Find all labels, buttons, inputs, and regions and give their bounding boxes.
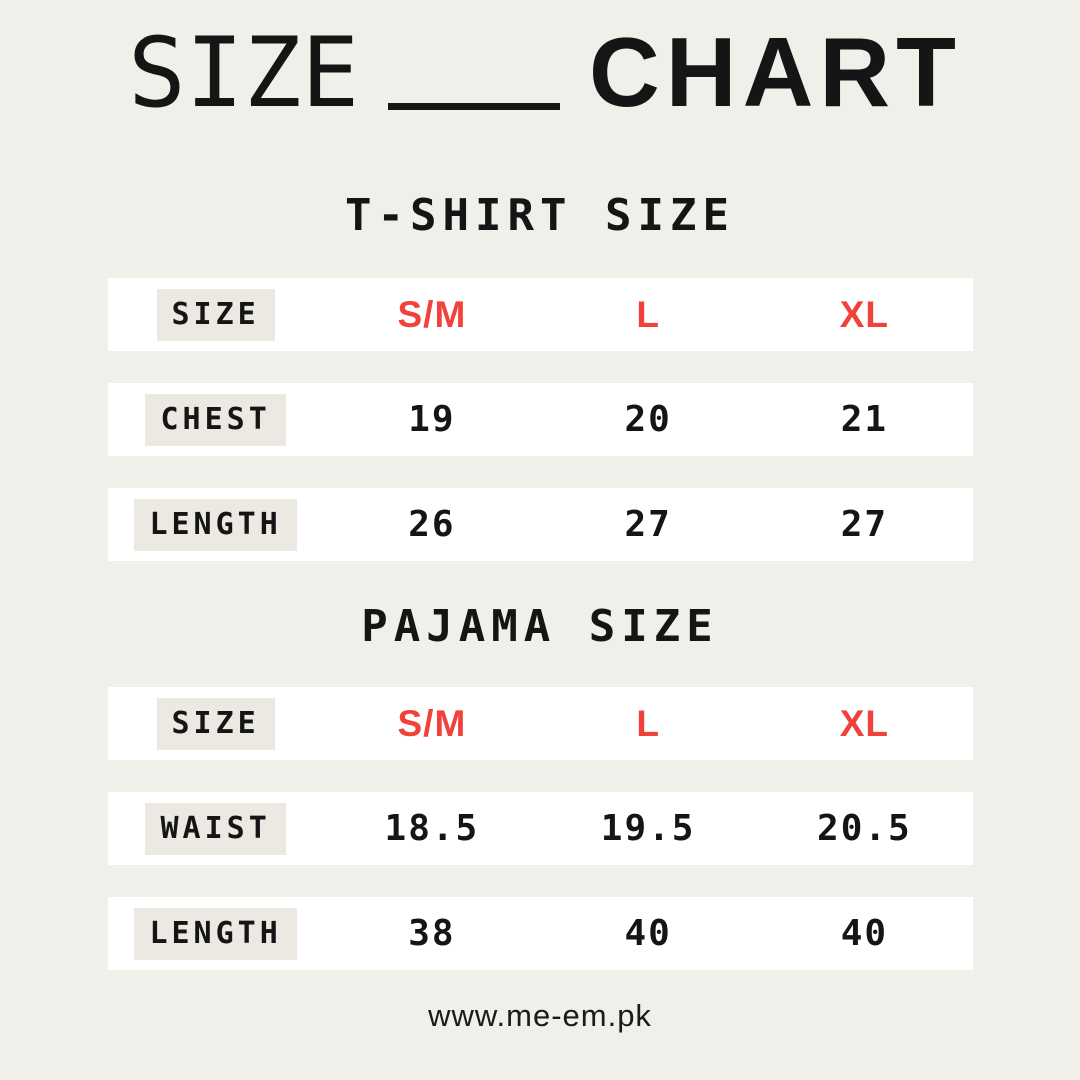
- row-label: LENGTH: [134, 907, 297, 960]
- measurement-value: 26: [408, 504, 456, 545]
- size-value: S/M: [397, 702, 467, 744]
- measurement-value: 27: [840, 504, 889, 545]
- pajama-section-heading: PAJAMA SIZE: [361, 601, 719, 652]
- measurement-value: 38: [408, 913, 456, 954]
- table-row: SIZE S/M L XL: [107, 687, 973, 760]
- pajama-size-table: SIZE S/M L XL WAIST 18.5 19.5 20.5 LENGT…: [107, 687, 973, 970]
- table-row: LENGTH 38 40 40: [107, 897, 973, 970]
- tshirt-section-heading: T-SHIRT SIZE: [345, 190, 735, 241]
- title-underscore-line: [388, 103, 561, 110]
- row-label: WAIST: [145, 802, 286, 855]
- page-title: SIZE CHART: [128, 0, 962, 129]
- measurement-value: 19.5: [600, 808, 696, 849]
- tshirt-size-table: SIZE S/M L XL CHEST 19 20 21 LENGTH 26 2…: [107, 278, 973, 561]
- measurement-value: 27: [624, 504, 672, 545]
- title-word-size: SIZE: [128, 17, 360, 129]
- row-label: LENGTH: [134, 498, 297, 551]
- measurement-value: 20: [624, 399, 672, 440]
- title-word-chart: CHART: [589, 17, 962, 127]
- table-row: WAIST 18.5 19.5 20.5: [107, 792, 973, 865]
- measurement-value: 19: [408, 399, 456, 440]
- measurement-value: 20.5: [817, 808, 912, 849]
- size-value: L: [636, 702, 660, 744]
- row-label: SIZE: [156, 288, 275, 341]
- table-row: CHEST 19 20 21: [107, 383, 973, 456]
- measurement-value: 18.5: [384, 808, 480, 849]
- size-value: XL: [839, 702, 890, 744]
- measurement-value: 40: [840, 913, 889, 954]
- row-label: CHEST: [145, 393, 286, 446]
- size-value: S/M: [397, 293, 467, 335]
- table-row: SIZE S/M L XL: [107, 278, 973, 351]
- size-value: L: [636, 293, 660, 335]
- measurement-value: 21: [840, 399, 889, 440]
- size-value: XL: [839, 293, 890, 335]
- measurement-value: 40: [624, 913, 672, 954]
- row-label: SIZE: [156, 697, 275, 750]
- table-row: LENGTH 26 27 27: [107, 488, 973, 561]
- website-url: www.me-em.pk: [428, 998, 652, 1033]
